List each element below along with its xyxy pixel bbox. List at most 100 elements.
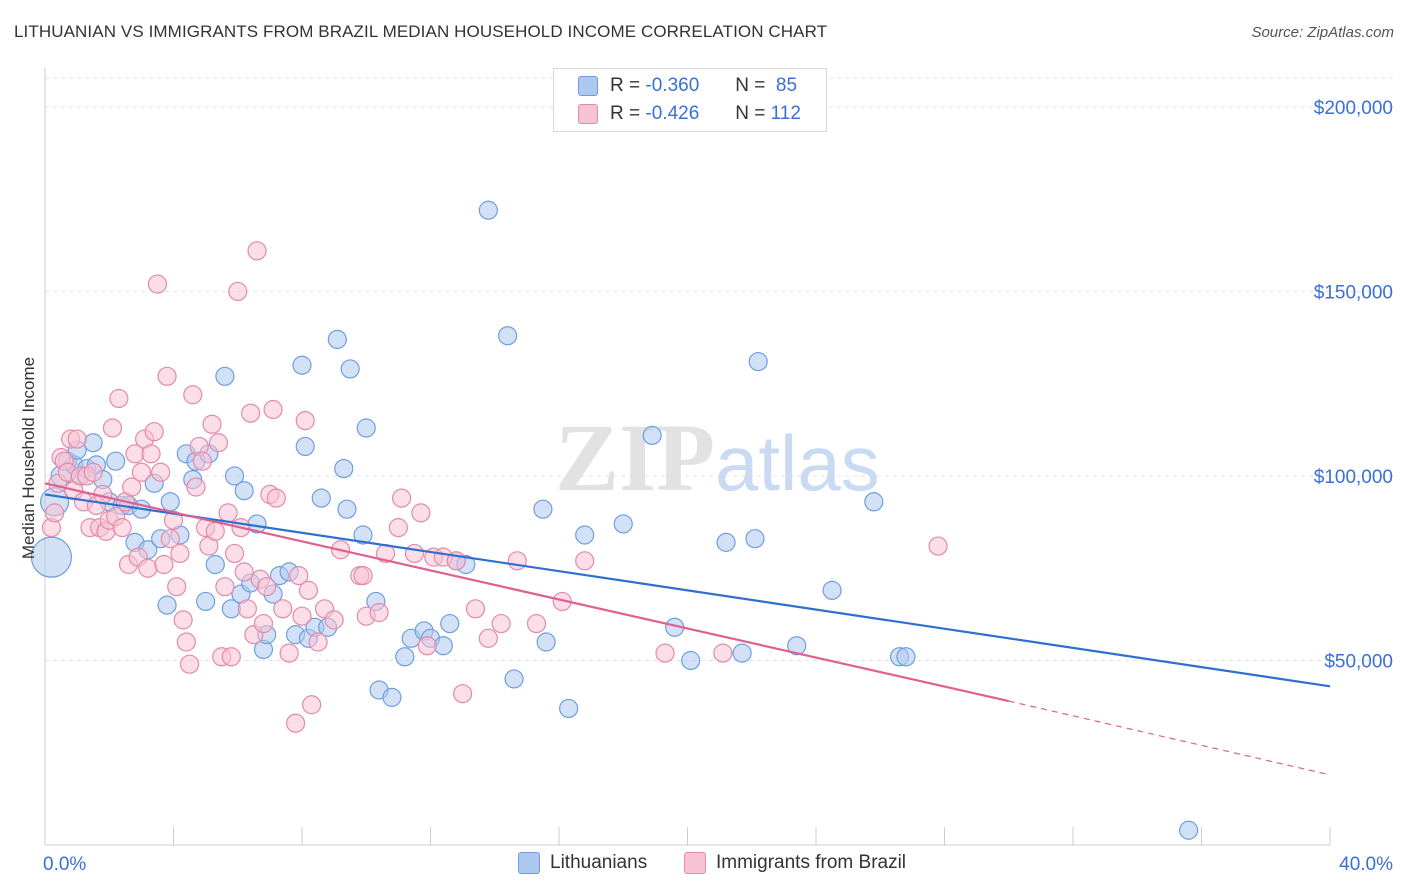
bottom-legend-label: Immigrants from Brazil [716,852,907,873]
data-point [234,481,254,501]
data-point [411,503,431,523]
data-point [340,359,360,379]
data-point [575,551,595,571]
bottom-legend-label: Lithuanians [550,852,648,873]
legend-r-label: R = [610,75,641,96]
x-tick-label-min: 0.0% [43,854,86,875]
data-point [228,281,248,302]
data-point [167,577,187,597]
data-point [263,399,283,420]
data-point [289,565,309,586]
data-point [369,602,389,623]
data-point [382,687,402,707]
legend-n-value: 85 [775,75,798,96]
data-point [559,698,579,719]
legend-swatch-lithuanians [578,76,598,96]
y-axis-label: Median Household Income [19,357,38,559]
bottom-legend-swatch-brazil [684,852,706,874]
axes [44,68,1331,846]
data-point [83,462,103,482]
data-point [498,326,518,346]
legend-row-lithuanians: R = -0.360 N = 85 [578,73,797,99]
series-brazil [41,241,948,733]
data-point [356,418,376,438]
data-point [131,462,151,482]
legend-r-value: -0.426 [645,103,700,124]
data-point [45,503,65,523]
data-point [157,595,177,615]
legend-n-label: N = [735,75,766,96]
data-point [713,643,733,663]
data-point [896,647,916,667]
data-point [292,355,312,375]
data-point [179,654,200,674]
data-point [157,366,177,386]
data-point [273,599,293,619]
data-point [176,632,196,652]
data-point [575,525,595,545]
data-point [247,241,267,261]
trend-lines [44,482,1331,776]
data-point [334,458,354,479]
data-point [224,466,245,486]
data-point [526,613,547,634]
data-point [186,477,206,497]
data-point [864,492,884,512]
data-point [173,610,193,630]
data-point [716,532,736,552]
legend-r-value: -0.360 [645,75,700,96]
trend-line-brazil-extension [1008,700,1331,776]
legend-n-value: 112 [770,103,801,124]
data-point [465,599,486,619]
data-point [170,543,190,564]
bottom-legend-swatch-lithuanians [518,852,540,874]
data-point [491,613,511,634]
data-point [241,403,261,423]
data-point [237,599,257,619]
data-point [337,499,357,519]
data-point [83,433,103,453]
data-point [253,613,274,634]
data-point [748,351,768,372]
data-point [138,558,158,578]
data-point [112,518,132,538]
source-label: Source: ZipAtlas.com [1251,24,1394,41]
data-point [453,684,473,704]
data-point [298,580,319,600]
bottom-legend-lithuanians: Lithuanians [518,852,647,874]
data-point [353,565,373,586]
data-point [404,543,425,564]
data-point [205,521,225,541]
data-point [208,433,229,453]
data-point [787,636,807,656]
watermark: ZIP atlas [555,404,880,511]
y-tick-label: $150,000 [1314,282,1393,303]
data-point [308,632,328,652]
data-point [279,643,299,663]
axis-labels: $50,000 $100,000 $150,000 $200,000 0.0% 40.0%… [19,98,1393,875]
data-point [745,529,765,549]
legend-r-label: R = [610,103,641,124]
data-point [536,632,556,652]
stats-legend: R = -0.360 N = 85 R = -0.426 N = 112 [553,68,827,132]
data-point [154,554,174,575]
data-point [507,551,527,571]
data-point [822,580,842,600]
legend-swatch-brazil [578,104,598,124]
data-point [1179,820,1199,840]
data-point [433,636,453,656]
data-point [324,610,344,630]
data-point [533,499,553,519]
trend-line-lithuanians [44,493,1331,688]
data-point [311,488,331,508]
data-point [141,444,161,464]
data-point [504,669,524,689]
data-point [391,488,412,508]
data-point [681,650,701,671]
data-point [215,366,235,386]
data-point [221,647,241,667]
data-point [122,477,142,497]
data-point [353,525,373,545]
data-point [192,451,213,471]
